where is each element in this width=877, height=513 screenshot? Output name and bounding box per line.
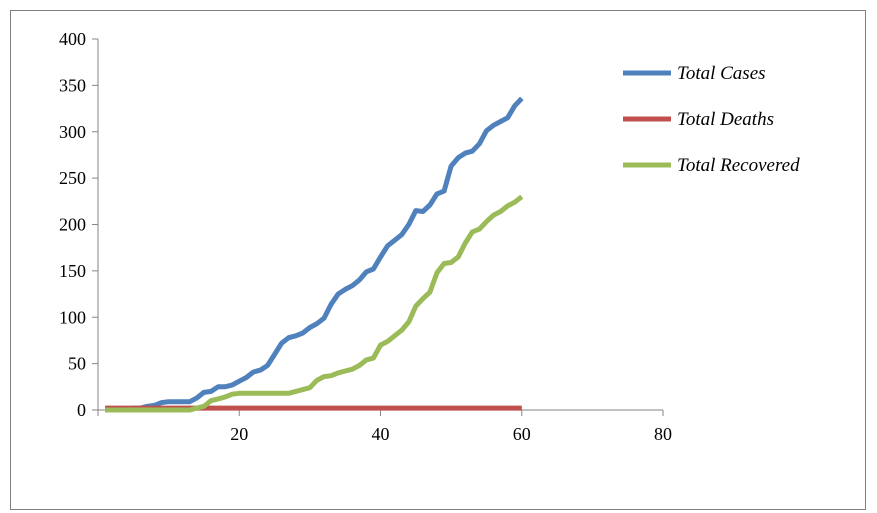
x-tick-label: 40 <box>372 424 390 444</box>
y-tick-label: 200 <box>59 215 86 235</box>
legend-label-total-deaths: Total Deaths <box>677 109 774 130</box>
series-line-total-cases <box>105 96 524 413</box>
x-tick-label: 20 <box>230 424 248 444</box>
y-tick-label: 400 <box>59 29 86 49</box>
y-tick-label: 350 <box>59 75 86 95</box>
y-tick-label: 100 <box>59 307 86 327</box>
y-tick-label: 50 <box>68 354 86 374</box>
legend-label-total-recovered: Total Recovered <box>677 155 800 176</box>
y-tick-label: 250 <box>59 168 86 188</box>
line-chart: 0 50 100 150 200 250 300 350 400 20 40 60 80 Total Ca… <box>59 29 800 444</box>
x-tick-label: 80 <box>654 424 672 444</box>
series-line-total-recovered <box>105 194 524 413</box>
y-tick-label: 150 <box>59 261 86 281</box>
x-tick-label: 60 <box>513 424 531 444</box>
y-tick-label: 300 <box>59 122 86 142</box>
chart-frame: 0 50 100 150 200 250 300 350 400 20 40 60 80 Total Ca… <box>10 10 866 510</box>
legend-label-total-cases: Total Cases <box>677 63 766 84</box>
y-tick-label: 0 <box>77 400 86 420</box>
